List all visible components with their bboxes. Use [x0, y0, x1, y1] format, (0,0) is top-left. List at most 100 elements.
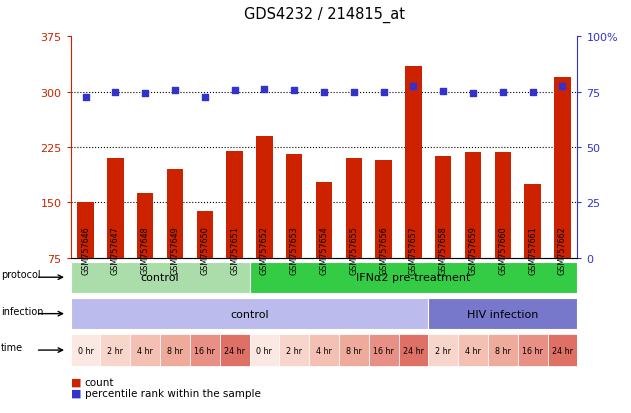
Point [230, 88, 240, 94]
Bar [435, 157, 451, 258]
Text: infection: infection [1, 306, 44, 316]
Bar [428, 335, 458, 366]
Text: 2 hr: 2 hr [107, 346, 124, 355]
Bar [100, 335, 130, 366]
Bar [190, 335, 220, 366]
Bar [405, 66, 422, 258]
Text: 4 hr: 4 hr [316, 346, 332, 355]
Text: GSM757650: GSM757650 [200, 226, 209, 275]
Bar [554, 78, 570, 258]
Bar [339, 335, 369, 366]
Bar [458, 335, 488, 366]
Bar [167, 170, 183, 258]
Bar [309, 335, 339, 366]
Text: GSM757649: GSM757649 [170, 226, 179, 275]
Text: GSM757648: GSM757648 [141, 226, 150, 275]
Bar [375, 161, 392, 258]
Text: 8 hr: 8 hr [495, 346, 510, 355]
Bar [524, 185, 541, 258]
Text: time: time [1, 342, 23, 352]
Text: GSM757660: GSM757660 [498, 226, 507, 275]
Point [289, 88, 299, 94]
Bar [428, 298, 577, 330]
Bar [137, 193, 153, 258]
Bar [71, 298, 428, 330]
Bar [107, 159, 124, 258]
Text: IFNα2 pre-treatment: IFNα2 pre-treatment [357, 273, 471, 282]
Text: HIV infection: HIV infection [467, 309, 538, 319]
Text: 4 hr: 4 hr [138, 346, 153, 355]
Text: GSM757652: GSM757652 [260, 226, 269, 275]
Text: 8 hr: 8 hr [167, 346, 183, 355]
Text: GSM757647: GSM757647 [111, 226, 120, 275]
Text: 24 hr: 24 hr [552, 346, 573, 355]
Point [349, 89, 359, 96]
Point [438, 88, 448, 95]
Text: GSM757646: GSM757646 [81, 226, 90, 275]
Text: 24 hr: 24 hr [403, 346, 424, 355]
Point [379, 89, 389, 96]
Bar [369, 335, 399, 366]
Bar [160, 335, 190, 366]
Text: percentile rank within the sample: percentile rank within the sample [85, 388, 261, 398]
Text: 16 hr: 16 hr [373, 346, 394, 355]
Text: GSM757651: GSM757651 [230, 226, 239, 275]
Bar [78, 203, 94, 258]
Text: 24 hr: 24 hr [224, 346, 245, 355]
Point [408, 83, 418, 90]
Bar [465, 153, 481, 258]
Bar [71, 335, 100, 366]
Text: 0 hr: 0 hr [78, 346, 93, 355]
Bar [197, 212, 213, 258]
Text: control: control [230, 309, 269, 319]
Text: count: count [85, 377, 114, 387]
Point [259, 87, 269, 93]
Text: GSM757653: GSM757653 [290, 226, 298, 275]
Text: GSM757654: GSM757654 [319, 226, 329, 275]
Text: 4 hr: 4 hr [465, 346, 481, 355]
Bar [130, 335, 160, 366]
Text: control: control [141, 273, 179, 282]
Text: GSM757656: GSM757656 [379, 226, 388, 275]
Bar [280, 335, 309, 366]
Point [468, 90, 478, 97]
Bar [488, 335, 518, 366]
Point [319, 89, 329, 96]
Text: GSM757655: GSM757655 [350, 226, 358, 275]
Bar [71, 262, 249, 293]
Text: GSM757657: GSM757657 [409, 226, 418, 275]
Point [528, 89, 538, 96]
Bar [286, 155, 302, 258]
Point [200, 94, 210, 101]
Bar [220, 335, 249, 366]
Bar [548, 335, 577, 366]
Bar [227, 151, 243, 258]
Point [140, 90, 150, 97]
Text: GDS4232 / 214815_at: GDS4232 / 214815_at [244, 6, 404, 23]
Point [557, 83, 567, 90]
Point [498, 89, 508, 96]
Text: 16 hr: 16 hr [194, 346, 215, 355]
Bar [256, 137, 273, 258]
Text: 0 hr: 0 hr [256, 346, 273, 355]
Text: ■: ■ [71, 377, 81, 387]
Bar [249, 335, 280, 366]
Point [81, 94, 91, 101]
Text: 2 hr: 2 hr [286, 346, 302, 355]
Text: GSM757658: GSM757658 [439, 226, 448, 275]
Point [170, 88, 180, 94]
Bar [249, 262, 577, 293]
Text: protocol: protocol [1, 270, 41, 280]
Text: ■: ■ [71, 388, 81, 398]
Text: GSM757662: GSM757662 [558, 226, 567, 275]
Bar [399, 335, 428, 366]
Bar [495, 153, 511, 258]
Bar [346, 159, 362, 258]
Text: GSM757659: GSM757659 [469, 226, 478, 275]
Bar [518, 335, 548, 366]
Text: 2 hr: 2 hr [435, 346, 451, 355]
Text: 8 hr: 8 hr [346, 346, 362, 355]
Text: GSM757661: GSM757661 [528, 226, 537, 275]
Text: 16 hr: 16 hr [522, 346, 543, 355]
Bar [316, 182, 332, 258]
